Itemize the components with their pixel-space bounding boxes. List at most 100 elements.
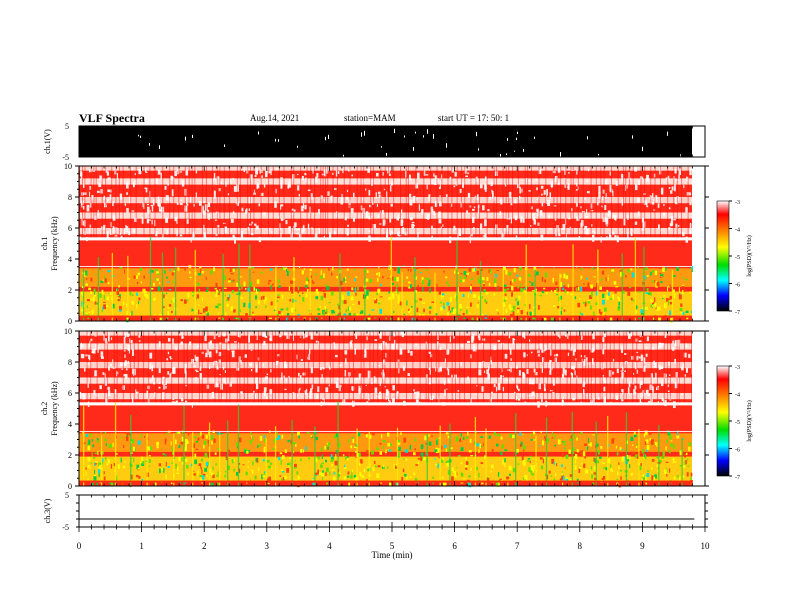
ch2-white-speck	[539, 343, 542, 349]
ch2-spectral-speck	[89, 433, 92, 438]
ch2-white-speck	[323, 399, 325, 404]
ch2-white-speck	[371, 381, 373, 385]
ch1-spectral-speck	[320, 270, 322, 275]
ch1-spectral-speck	[119, 298, 121, 301]
ch1-white-speck	[278, 228, 282, 231]
ch2-white-speck	[624, 353, 627, 355]
ch1-spectral-speck	[611, 269, 615, 272]
ch2-white-speck	[93, 348, 97, 351]
x-tick-label: 2	[202, 541, 207, 551]
ch2-white-speck	[520, 344, 522, 347]
ch1-white-speck	[280, 218, 284, 221]
ch1-red-streak	[687, 166, 689, 238]
ch1-white-speck	[86, 204, 90, 212]
ch2-white-speck	[206, 384, 210, 389]
ch1-white-speck	[391, 181, 394, 185]
ch2-spectral-speck	[688, 446, 691, 452]
ch1-red-streak	[475, 166, 477, 238]
ch2-white-speck	[523, 352, 526, 358]
ch2-spectral-speck	[171, 462, 174, 464]
ch1-white-speck	[678, 170, 681, 176]
ch1-white-speck	[213, 190, 216, 198]
ch1-white-speck	[246, 208, 248, 213]
ch1-spectral-speck	[642, 307, 644, 310]
ch1-spectral-speck	[631, 272, 635, 278]
ch2-white-speck	[541, 399, 543, 402]
ch2-white-speck	[325, 387, 329, 393]
ch1-white-speck	[261, 196, 263, 203]
ch2-red-streak	[253, 331, 255, 403]
ch2-sferic-line	[274, 426, 277, 486]
ch2-spectral-speck	[646, 473, 650, 477]
ch1-red-streak	[247, 166, 249, 238]
ch2-spectral-speck	[293, 451, 295, 453]
ch2-white-speck	[627, 387, 630, 395]
ch2-white-speck	[501, 365, 503, 373]
ch2-red-streak	[318, 331, 320, 403]
ch1-spectral-speck	[281, 294, 284, 300]
ch2-spectral-speck	[564, 467, 566, 469]
ch2-spectral-speck	[495, 443, 499, 447]
ch1-spectral-speck	[590, 284, 594, 289]
ch1-ylabel-channel: ch.1	[40, 237, 49, 251]
ch2-spectral-speck	[551, 431, 553, 436]
ch1-spectral-speck	[508, 304, 512, 309]
ch1-spectral-speck	[367, 316, 371, 320]
ch2-spectral-speck	[460, 433, 462, 437]
ch2-white-speck	[639, 335, 641, 337]
ch1-spectral-speck	[476, 317, 478, 323]
ch2-white-speck	[194, 369, 198, 371]
ch1-spectral-speck	[614, 291, 617, 294]
ch1-spectral-speck	[131, 294, 134, 297]
ch1-spectral-speck	[311, 279, 313, 284]
ch2-spectral-speck	[417, 458, 421, 460]
ch1-spectral-speck	[420, 272, 422, 274]
ch2-spectral-speck	[533, 439, 536, 441]
ch2-spectral-speck	[372, 467, 375, 471]
ch2-white-speck	[681, 366, 684, 371]
ch1-spectral-speck	[658, 315, 662, 321]
ch1-spectral-speck	[379, 296, 383, 298]
ch1-waveform-gap	[297, 145, 298, 148]
ch2-white-speck	[249, 362, 253, 367]
ch2-spectral-speck	[338, 473, 340, 477]
ch1-light-band	[79, 197, 692, 204]
ch2-red-streak	[278, 331, 280, 403]
ch1-spectral-speck	[628, 286, 632, 289]
ch1-spectral-speck	[493, 293, 496, 296]
ch1-spectral-speck	[234, 316, 237, 320]
ch1-spectral-speck	[676, 266, 679, 271]
ch2-white-speck	[194, 354, 196, 361]
ch1-white-speck	[362, 207, 365, 214]
ch2-spectral-speck	[542, 458, 544, 464]
ch2-red-streak	[483, 331, 485, 403]
ch2-spectral-speck	[327, 442, 331, 446]
ch1-spectral-speck	[689, 291, 692, 294]
ch2-spectral-speck	[522, 459, 526, 465]
ch1-spectral-speck	[650, 300, 653, 303]
ch1-spectral-speck	[232, 268, 235, 272]
ch1-spectral-speck	[306, 288, 309, 293]
ch1-spectral-speck	[410, 268, 412, 273]
ch1-white-speck	[104, 202, 107, 208]
ch2-spectral-speck	[319, 464, 322, 468]
ch2-spectral-speck	[496, 433, 500, 437]
ch1-white-speck	[323, 170, 327, 177]
ch1-white-speck	[615, 180, 619, 186]
ch1-spectral-speck	[524, 304, 527, 307]
ch2-red-streak	[497, 331, 499, 403]
ch1-spectral-speck	[483, 283, 485, 287]
ch2-spectral-speck	[596, 460, 600, 464]
ch1-spectral-speck	[119, 266, 123, 269]
ch1-spectral-speck	[663, 303, 667, 309]
ch1-spectral-speck	[388, 266, 391, 269]
ch2-white-speck	[277, 354, 280, 357]
ch1-sferic-line	[559, 273, 561, 321]
ch2-white-speck	[215, 349, 218, 354]
ch2-white-speck	[656, 332, 658, 336]
ch1-white-speck	[564, 218, 567, 225]
ch1-spectral-speck	[511, 292, 513, 297]
ch2-white-speck	[562, 399, 564, 406]
ch2-spectral-speck	[406, 475, 408, 480]
ch1-white-speck	[80, 170, 82, 173]
